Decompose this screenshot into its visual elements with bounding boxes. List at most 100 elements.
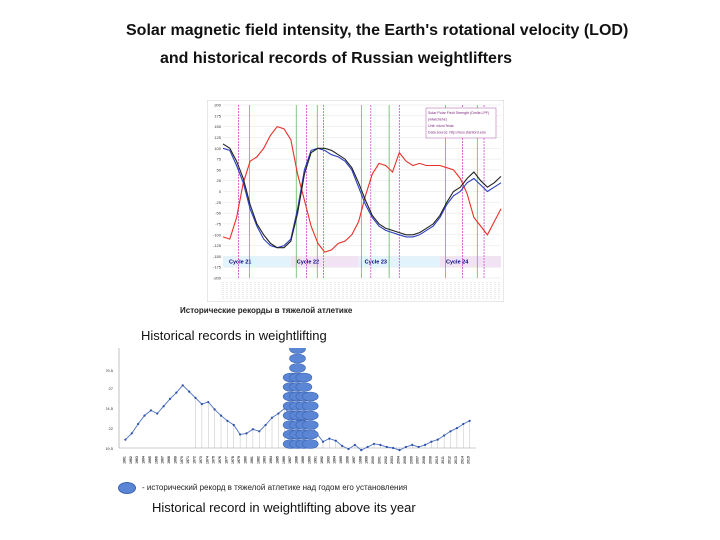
x-tick-label: 1962 xyxy=(129,456,133,464)
x-tick-label: 1963 xyxy=(135,456,139,464)
record-point xyxy=(149,409,152,412)
record-point xyxy=(232,423,235,427)
y-tick-label: 75 xyxy=(217,157,222,162)
y-tick-label: -175 xyxy=(213,265,222,270)
cycle-band xyxy=(439,256,501,268)
x-tick-label: 1961 xyxy=(122,456,126,464)
legend-box-text: Unit: microTesla xyxy=(428,124,454,128)
legend-box-text: Data source: http://wso.stanford.edu xyxy=(428,131,486,135)
record-point xyxy=(162,405,165,408)
record-point xyxy=(156,412,159,415)
x-tick-label: 2002 xyxy=(384,456,388,464)
x-tick-label: 2001 xyxy=(377,456,381,464)
record-point xyxy=(436,438,439,441)
slide-title-line1: Solar magnetic field intensity, the Eart… xyxy=(126,22,629,39)
record-point xyxy=(226,419,229,422)
x-tick-label: 2012 xyxy=(448,456,452,464)
record-point xyxy=(194,396,197,399)
record-point xyxy=(341,444,344,448)
x-tick-label: 1975 xyxy=(212,456,216,464)
record-point xyxy=(468,419,471,422)
record-point xyxy=(404,445,407,449)
y-tick-label: 22 xyxy=(109,426,114,431)
record-point xyxy=(124,438,127,441)
record-marker xyxy=(295,382,313,392)
legend-box xyxy=(425,107,497,139)
x-tick-label: 1994 xyxy=(333,456,337,464)
x-tick-label: 2005 xyxy=(403,456,407,464)
record-point xyxy=(385,445,388,449)
record-point xyxy=(321,440,325,443)
x-tick-label: 1978 xyxy=(231,456,235,464)
legend-box-text: Solar Polar Field Strength (Dmlla LPF) xyxy=(428,111,489,115)
series-line-red xyxy=(222,125,502,253)
record-point xyxy=(411,443,414,446)
x-tick-label: 1968 xyxy=(167,456,171,464)
record-point xyxy=(423,443,427,446)
x-tick-label: 1972 xyxy=(193,456,197,464)
record-point xyxy=(219,414,223,417)
x-tick-label: 1989 xyxy=(301,456,305,464)
record-marker xyxy=(295,372,313,383)
x-tick-label: 1996 xyxy=(346,456,350,464)
record-point xyxy=(239,433,242,436)
record-point xyxy=(455,427,458,430)
y-tick-label: -50 xyxy=(215,211,222,216)
record-point xyxy=(251,428,254,431)
y-tick-label: 50 xyxy=(217,167,222,172)
record-marker-icon xyxy=(118,481,136,494)
record-point xyxy=(398,448,401,452)
y-tick-label: -25 xyxy=(215,200,222,205)
x-tick-label: 1980 xyxy=(244,456,248,464)
x-tick-label: 1987 xyxy=(288,456,292,464)
record-point xyxy=(360,448,363,452)
x-tick-label: 1984 xyxy=(269,456,273,464)
record-point xyxy=(430,440,433,443)
record-point xyxy=(353,443,356,446)
record-marker xyxy=(301,401,319,411)
record-point xyxy=(449,430,452,433)
record-point xyxy=(245,432,248,435)
x-tick-label: 1997 xyxy=(352,456,356,464)
cycle-band xyxy=(290,256,359,268)
record-point xyxy=(258,430,261,433)
y-tick-label: 175 xyxy=(214,113,221,118)
record-point xyxy=(372,442,376,445)
slide-title-line2: and historical records of Russian weight… xyxy=(160,50,513,67)
record-point xyxy=(188,390,191,393)
record-marker xyxy=(301,439,319,449)
x-tick-label: 1979 xyxy=(237,456,241,464)
x-tick-label: 2003 xyxy=(390,456,394,464)
x-tick-label: 1990 xyxy=(307,456,311,464)
record-point xyxy=(264,423,267,427)
record-point xyxy=(168,397,172,401)
record-point xyxy=(443,434,446,437)
record-marker xyxy=(289,363,306,373)
cycle-label: Cycle 24 xyxy=(446,260,469,266)
y-tick-label: -150 xyxy=(213,254,222,259)
x-tick-label: 2010 xyxy=(435,456,439,464)
x-tick-label: 2004 xyxy=(397,456,401,464)
y-tick-label: 0 xyxy=(219,189,222,194)
x-tick-label: 1985 xyxy=(275,456,279,464)
record-point xyxy=(207,400,210,404)
y-tick-label: -125 xyxy=(213,243,222,248)
record-point xyxy=(379,443,382,446)
cycle-label: Cycle 22 xyxy=(297,260,319,266)
x-tick-label: 2013 xyxy=(454,456,458,464)
record-point xyxy=(143,414,146,417)
x-tick-label: 1986 xyxy=(282,456,286,464)
x-tick-label: 1964 xyxy=(142,456,146,464)
x-tick-label: 1977 xyxy=(224,456,228,464)
x-tick-label: 2011 xyxy=(441,456,445,464)
record-marker xyxy=(301,410,319,421)
x-tick-label: 1974 xyxy=(205,456,209,464)
x-tick-label: 1995 xyxy=(339,456,343,464)
record-point xyxy=(462,422,465,426)
record-point xyxy=(392,446,395,450)
x-tick-label: 2000 xyxy=(371,456,375,464)
caption-record-above-year: Historical record in weightlifting above… xyxy=(152,500,416,515)
record-point xyxy=(366,445,369,449)
series-line-black xyxy=(222,143,502,249)
x-tick-label: 2009 xyxy=(428,456,432,464)
